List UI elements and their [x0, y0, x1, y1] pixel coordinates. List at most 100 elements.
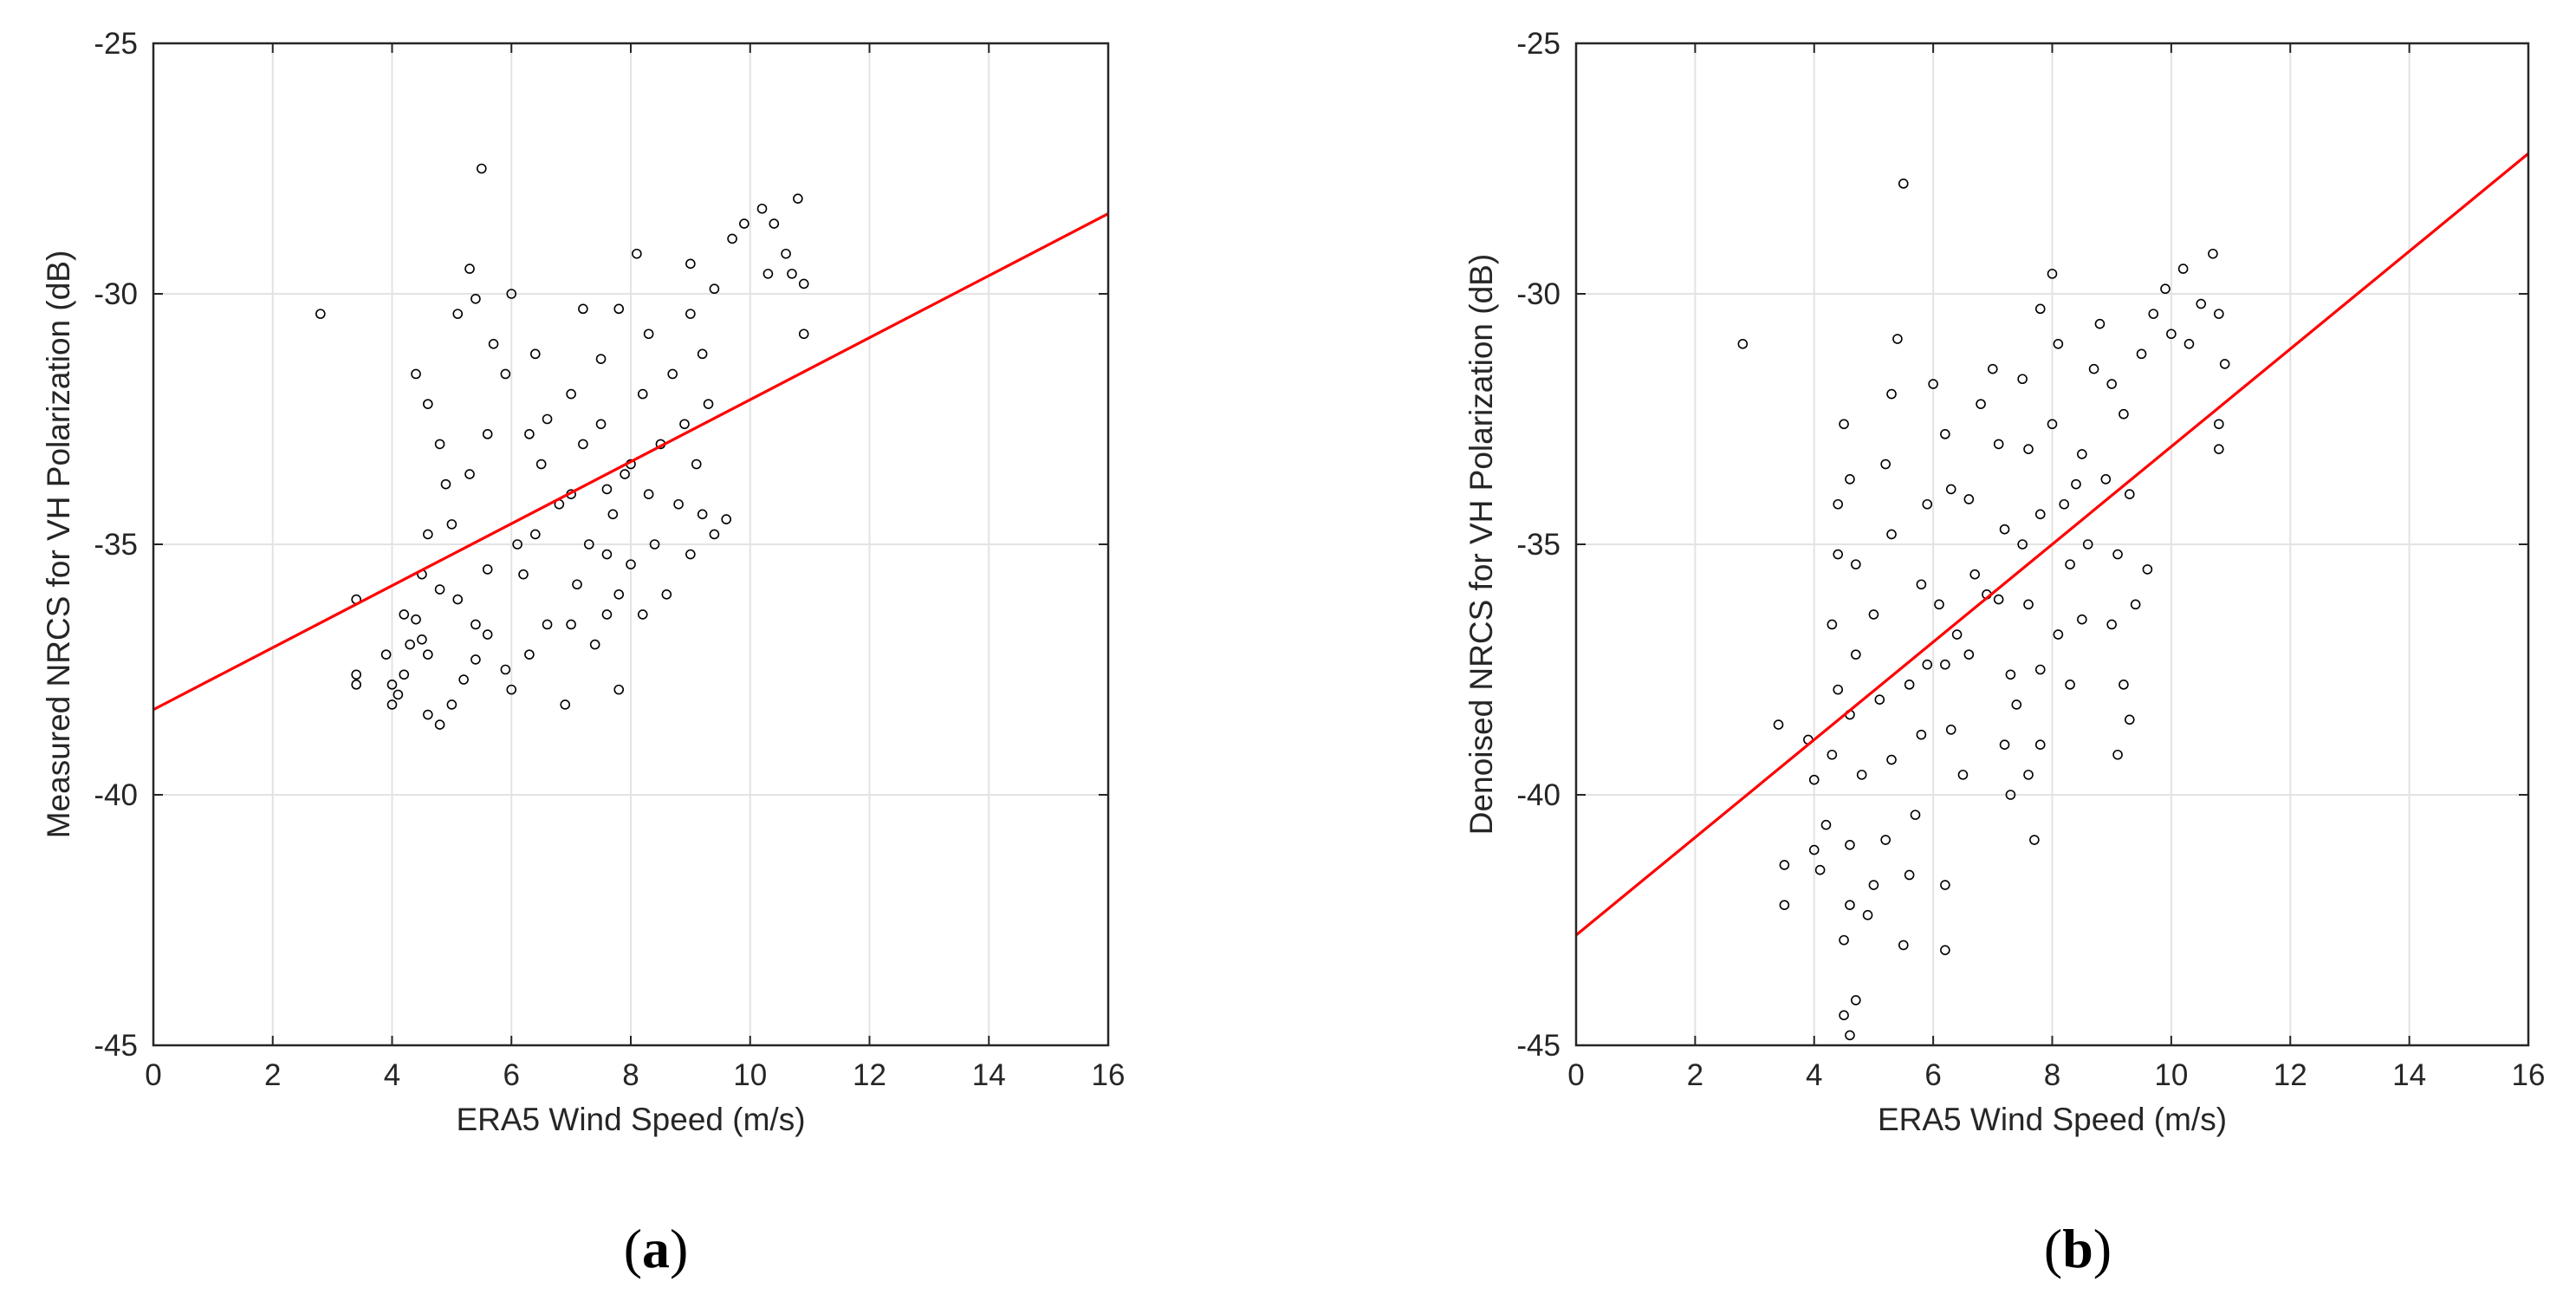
data-point: [2034, 303, 2046, 315]
data-point: [1957, 770, 1969, 780]
x-tick-label: 2: [1687, 1058, 1703, 1092]
data-point: [2196, 298, 2207, 309]
data-point: [482, 429, 493, 439]
data-point: [613, 303, 625, 315]
data-point: [452, 594, 464, 605]
data-point: [560, 699, 571, 710]
data-point: [1827, 749, 1838, 760]
data-point: [380, 649, 392, 660]
data-point: [798, 329, 809, 340]
data-point: [1922, 498, 1933, 510]
data-point: [1940, 880, 1950, 890]
data-point: [583, 539, 594, 550]
data-point: [2088, 363, 2099, 374]
data-point: [566, 388, 576, 400]
data-point: [632, 248, 642, 259]
data-point: [661, 589, 672, 600]
data-point: [2053, 338, 2064, 349]
y-tick-label: -30: [1516, 277, 1561, 311]
data-point: [2112, 749, 2123, 760]
data-point: [482, 629, 493, 640]
x-tick-label: 8: [2044, 1058, 2060, 1092]
data-point: [529, 529, 541, 540]
data-point: [2077, 449, 2087, 459]
x-tick-label: 16: [1092, 1058, 1126, 1092]
data-point: [1851, 559, 1861, 569]
data-point: [601, 549, 613, 560]
panel-a-scatter-plot: 0 2 4 6 8 10 12 14 16 -45 -40 -35 -30 -25 ERA5 Wind S…: [41, 27, 1125, 1279]
panel-b-markers: [1737, 179, 2230, 1041]
data-point: [2094, 318, 2106, 329]
data-point: [601, 609, 613, 620]
data-point: [2077, 614, 2087, 625]
data-point: [2177, 263, 2189, 274]
data-point: [2047, 419, 2058, 430]
data-point: [1904, 869, 1915, 881]
panel-a-y-axis-label: Measured NRCS for VH Polarization (dB): [41, 250, 76, 839]
data-point: [2023, 599, 2034, 610]
data-point: [1916, 729, 1927, 740]
data-point: [452, 309, 464, 319]
data-point: [2130, 599, 2141, 610]
data-point: [1845, 1030, 1855, 1041]
data-point: [1839, 1010, 1849, 1021]
y-tick-label: -45: [94, 1029, 138, 1063]
data-point: [1845, 839, 1855, 850]
x-tick-label: 16: [2512, 1058, 2546, 1092]
y-tick-label: -30: [94, 277, 138, 311]
data-point: [1820, 819, 1832, 830]
x-tick-label: 8: [622, 1058, 639, 1092]
data-point: [1999, 524, 2010, 535]
panel-a-grid: [153, 43, 1108, 1045]
data-point: [535, 459, 547, 470]
panel-b-label-close: ): [2093, 1218, 2112, 1279]
data-point: [2136, 348, 2147, 360]
data-point: [685, 258, 696, 270]
data-point: [434, 439, 445, 450]
data-point: [1922, 659, 1933, 670]
data-point: [1898, 179, 1909, 189]
data-point: [399, 669, 410, 680]
data-point: [1773, 719, 1784, 730]
data-point: [1910, 810, 1921, 820]
data-point: [2023, 770, 2034, 780]
data-point: [2106, 619, 2117, 630]
data-point: [1940, 429, 1950, 439]
data-point: [315, 309, 326, 319]
data-point: [2214, 309, 2224, 319]
panel-b-y-axis-label: Denoised NRCS for VH Polarization (dB): [1463, 254, 1499, 835]
data-point: [2053, 629, 2064, 640]
data-point: [2142, 564, 2153, 575]
data-point: [589, 639, 600, 650]
x-tick-label: 0: [1567, 1058, 1584, 1092]
data-point: [1928, 379, 1938, 389]
data-point: [423, 399, 433, 409]
data-point: [578, 439, 588, 450]
data-point: [1737, 338, 1749, 349]
data-point: [1945, 725, 1956, 735]
data-point: [386, 680, 398, 690]
panel-a-x-axis-label: ERA5 Wind Speed (m/s): [456, 1102, 805, 1137]
data-point: [2005, 790, 2016, 800]
data-point: [423, 529, 433, 540]
data-point: [2034, 509, 2046, 520]
data-point: [446, 519, 457, 530]
data-point: [1862, 909, 1873, 920]
data-point: [1886, 529, 1897, 540]
data-point: [2071, 478, 2081, 490]
data-point: [542, 619, 553, 630]
data-point: [524, 649, 535, 660]
data-point: [626, 559, 636, 569]
data-point: [399, 609, 410, 620]
panel-b-label-open: (: [2044, 1218, 2062, 1279]
data-point: [477, 163, 487, 174]
data-point: [2106, 379, 2117, 389]
data-point: [2119, 408, 2129, 420]
data-point: [464, 263, 475, 274]
data-point: [1916, 579, 1927, 590]
data-point: [470, 293, 481, 304]
x-tick-label: 4: [384, 1058, 400, 1092]
data-point: [1963, 649, 1975, 660]
data-point: [673, 498, 684, 510]
data-point: [1874, 694, 1885, 705]
